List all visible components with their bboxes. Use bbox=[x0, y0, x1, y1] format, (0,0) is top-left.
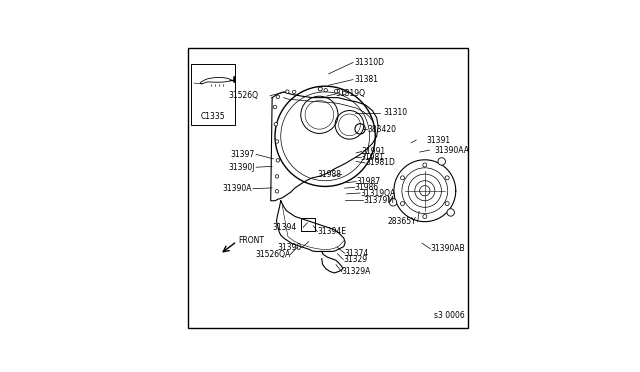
Circle shape bbox=[276, 95, 280, 99]
Text: 31310: 31310 bbox=[384, 108, 408, 117]
Circle shape bbox=[389, 199, 397, 206]
Circle shape bbox=[401, 202, 404, 206]
Text: 31981D: 31981D bbox=[365, 158, 395, 167]
Circle shape bbox=[292, 90, 296, 94]
Text: 31526QA: 31526QA bbox=[255, 250, 290, 259]
Text: 31381: 31381 bbox=[355, 75, 378, 84]
Text: 31390AB: 31390AB bbox=[431, 244, 465, 253]
Text: 31390: 31390 bbox=[277, 243, 301, 252]
Circle shape bbox=[273, 105, 276, 109]
Polygon shape bbox=[394, 160, 456, 222]
Circle shape bbox=[423, 163, 427, 167]
Text: 31329: 31329 bbox=[343, 255, 367, 264]
Circle shape bbox=[276, 158, 280, 162]
Text: 31987: 31987 bbox=[356, 177, 380, 186]
Text: s3 0006: s3 0006 bbox=[435, 311, 465, 320]
Circle shape bbox=[275, 140, 279, 143]
Text: 31397: 31397 bbox=[230, 150, 255, 159]
Circle shape bbox=[342, 92, 346, 95]
Text: 31981: 31981 bbox=[361, 153, 385, 162]
Text: 31390J: 31390J bbox=[228, 163, 255, 172]
Circle shape bbox=[275, 175, 279, 178]
Text: 31379M: 31379M bbox=[364, 196, 394, 205]
Circle shape bbox=[285, 90, 289, 93]
Text: 31991: 31991 bbox=[362, 147, 386, 156]
Text: 31394E: 31394E bbox=[317, 227, 346, 236]
Text: 383420: 383420 bbox=[368, 125, 397, 134]
Polygon shape bbox=[276, 201, 345, 251]
Circle shape bbox=[423, 215, 427, 218]
Text: 31310D: 31310D bbox=[355, 58, 385, 67]
Text: 31391: 31391 bbox=[426, 136, 451, 145]
Bar bbox=[191, 64, 235, 125]
Circle shape bbox=[334, 90, 338, 93]
Text: FRONT: FRONT bbox=[238, 236, 264, 246]
Circle shape bbox=[447, 209, 454, 216]
Text: 31986: 31986 bbox=[355, 183, 379, 192]
Circle shape bbox=[445, 202, 449, 206]
Circle shape bbox=[274, 122, 278, 126]
Text: 31526Q: 31526Q bbox=[228, 91, 259, 100]
Polygon shape bbox=[271, 92, 378, 201]
Text: 31374: 31374 bbox=[344, 248, 369, 258]
Circle shape bbox=[275, 190, 279, 193]
Text: 31394: 31394 bbox=[272, 223, 296, 232]
Text: 31329A: 31329A bbox=[342, 267, 371, 276]
Text: C1335: C1335 bbox=[200, 112, 225, 121]
Polygon shape bbox=[322, 251, 343, 273]
Text: 31390AA: 31390AA bbox=[435, 145, 470, 154]
Circle shape bbox=[445, 176, 449, 180]
Circle shape bbox=[401, 176, 404, 180]
Text: 31319QA: 31319QA bbox=[360, 189, 396, 198]
Text: 31319Q: 31319Q bbox=[336, 89, 365, 99]
Text: 31390A: 31390A bbox=[223, 184, 252, 193]
Text: 28365Y: 28365Y bbox=[387, 217, 416, 226]
Circle shape bbox=[324, 89, 328, 92]
Circle shape bbox=[438, 158, 445, 165]
Text: 31988: 31988 bbox=[317, 170, 342, 179]
